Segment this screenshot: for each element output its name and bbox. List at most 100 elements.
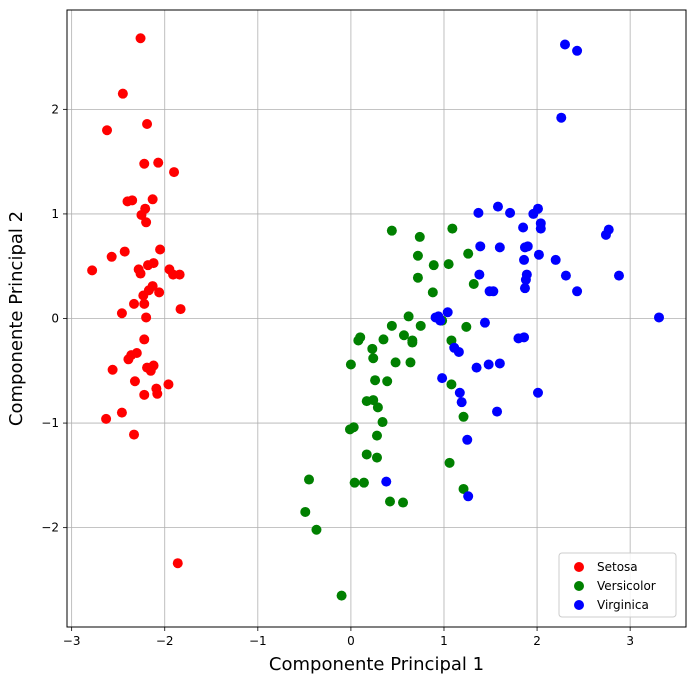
point-versicolor bbox=[345, 359, 356, 370]
point-setosa bbox=[147, 194, 158, 205]
legend-box bbox=[558, 552, 677, 618]
point-versicolor bbox=[447, 223, 458, 234]
point-versicolor bbox=[405, 357, 416, 368]
x-tick-label: 1 bbox=[440, 634, 448, 648]
point-versicolor bbox=[367, 343, 378, 354]
y-tick-label: 0 bbox=[51, 312, 59, 326]
point-virginica bbox=[556, 112, 567, 123]
point-virginica bbox=[518, 222, 529, 233]
point-setosa bbox=[139, 158, 150, 169]
point-versicolor bbox=[414, 231, 425, 242]
point-virginica bbox=[483, 359, 494, 370]
point-versicolor bbox=[372, 402, 383, 413]
point-setosa bbox=[129, 298, 140, 309]
point-virginica bbox=[494, 242, 505, 253]
point-setosa bbox=[135, 33, 146, 44]
point-setosa bbox=[142, 260, 153, 271]
point-setosa bbox=[163, 379, 174, 390]
legend-marker-virginica bbox=[574, 600, 584, 610]
point-setosa bbox=[154, 287, 165, 298]
point-virginica bbox=[520, 274, 531, 285]
x-tick-label: 0 bbox=[347, 634, 355, 648]
legend-marker-versicolor bbox=[574, 581, 584, 591]
point-virginica bbox=[532, 387, 543, 398]
point-versicolor bbox=[311, 524, 322, 535]
point-versicolor bbox=[390, 357, 401, 368]
point-versicolor bbox=[412, 250, 423, 261]
point-virginica bbox=[535, 223, 546, 234]
point-virginica bbox=[474, 269, 485, 280]
point-versicolor bbox=[371, 452, 382, 463]
point-virginica bbox=[442, 307, 453, 318]
scatter-points bbox=[87, 33, 665, 601]
point-versicolor bbox=[386, 320, 397, 331]
point-versicolor bbox=[407, 337, 418, 348]
point-setosa bbox=[155, 244, 166, 255]
point-virginica bbox=[522, 241, 533, 252]
point-setosa bbox=[138, 290, 149, 301]
axis-ticks: −3 −2 −1 0 1 2 3 −2 −1 0 1 2 bbox=[41, 102, 634, 648]
point-setosa bbox=[119, 246, 130, 257]
point-virginica bbox=[488, 286, 499, 297]
point-virginica bbox=[519, 283, 530, 294]
x-tick-label: −1 bbox=[249, 634, 267, 648]
point-virginica bbox=[430, 312, 441, 323]
y-tick-label: 1 bbox=[51, 207, 59, 221]
point-versicolor bbox=[370, 375, 381, 386]
point-setosa bbox=[139, 389, 150, 400]
x-axis-label: Componente Principal 1 bbox=[269, 654, 484, 675]
x-tick-label: 2 bbox=[533, 634, 541, 648]
point-setosa bbox=[87, 265, 98, 276]
point-virginica bbox=[613, 270, 624, 281]
point-virginica bbox=[453, 346, 464, 357]
point-versicolor bbox=[403, 311, 414, 322]
point-setosa bbox=[123, 354, 134, 365]
point-versicolor bbox=[463, 248, 474, 259]
point-versicolor bbox=[415, 320, 426, 331]
point-versicolor bbox=[336, 590, 347, 601]
x-tick-label: −3 bbox=[63, 634, 81, 648]
y-tick-label: 2 bbox=[51, 102, 59, 116]
point-versicolor bbox=[461, 321, 472, 332]
point-versicolor bbox=[361, 449, 372, 460]
point-versicolor bbox=[398, 330, 409, 341]
point-setosa bbox=[141, 312, 152, 323]
x-tick-label: 3 bbox=[626, 634, 634, 648]
point-versicolor bbox=[384, 496, 395, 507]
point-virginica bbox=[492, 406, 503, 417]
point-versicolor bbox=[427, 287, 438, 298]
point-versicolor bbox=[458, 411, 469, 422]
point-setosa bbox=[116, 407, 127, 418]
point-setosa bbox=[129, 376, 140, 387]
point-versicolor bbox=[468, 278, 479, 289]
point-versicolor bbox=[353, 335, 364, 346]
point-virginica bbox=[505, 207, 516, 218]
point-virginica bbox=[600, 229, 611, 240]
point-virginica bbox=[473, 207, 484, 218]
point-versicolor bbox=[377, 417, 388, 428]
point-setosa bbox=[102, 125, 113, 136]
point-setosa bbox=[101, 413, 112, 424]
point-versicolor bbox=[304, 474, 315, 485]
point-versicolor bbox=[446, 379, 457, 390]
legend: Setosa Versicolor Virginica bbox=[558, 552, 677, 618]
y-tick-label: −1 bbox=[41, 416, 59, 430]
point-versicolor bbox=[378, 334, 389, 345]
point-virginica bbox=[456, 397, 467, 408]
point-versicolor bbox=[371, 430, 382, 441]
point-setosa bbox=[139, 334, 150, 345]
point-setosa bbox=[135, 268, 146, 279]
point-virginica bbox=[519, 254, 530, 265]
point-virginica bbox=[454, 387, 465, 398]
point-versicolor bbox=[398, 497, 409, 508]
point-virginica bbox=[654, 312, 665, 323]
point-setosa bbox=[136, 209, 147, 220]
point-virginica bbox=[462, 434, 473, 445]
x-tick-label: −2 bbox=[156, 634, 174, 648]
point-setosa bbox=[129, 429, 140, 440]
point-virginica bbox=[572, 45, 583, 56]
point-virginica bbox=[479, 317, 490, 328]
point-versicolor bbox=[349, 477, 360, 488]
point-versicolor bbox=[386, 225, 397, 236]
